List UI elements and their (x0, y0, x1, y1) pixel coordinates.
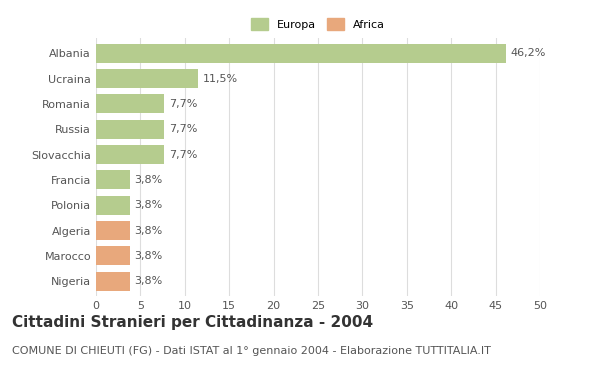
Legend: Europa, Africa: Europa, Africa (248, 15, 388, 33)
Text: 3,8%: 3,8% (134, 251, 163, 261)
Bar (96, 120, 164, 139)
Text: 46,2%: 46,2% (511, 48, 546, 58)
Text: Cittadini Stranieri per Cittadinanza - 2004: Cittadini Stranieri per Cittadinanza - 2… (12, 315, 373, 330)
Bar (96, 170, 130, 189)
Text: COMUNE DI CHIEUTI (FG) - Dati ISTAT al 1° gennaio 2004 - Elaborazione TUTTITALIA: COMUNE DI CHIEUTI (FG) - Dati ISTAT al 1… (12, 346, 491, 356)
Bar (96, 221, 130, 240)
Bar (96, 69, 198, 88)
Text: 7,7%: 7,7% (169, 124, 197, 134)
Text: 7,7%: 7,7% (169, 150, 197, 160)
Text: 11,5%: 11,5% (203, 74, 238, 84)
Bar (96, 94, 164, 113)
Bar (96, 145, 164, 164)
Bar (96, 272, 130, 291)
Text: 3,8%: 3,8% (134, 226, 163, 236)
Bar (96, 246, 130, 265)
Bar (96, 196, 130, 215)
Text: 3,8%: 3,8% (134, 200, 163, 210)
Text: 7,7%: 7,7% (169, 99, 197, 109)
Text: 3,8%: 3,8% (134, 175, 163, 185)
Text: 3,8%: 3,8% (134, 276, 163, 286)
Bar (96, 44, 506, 63)
